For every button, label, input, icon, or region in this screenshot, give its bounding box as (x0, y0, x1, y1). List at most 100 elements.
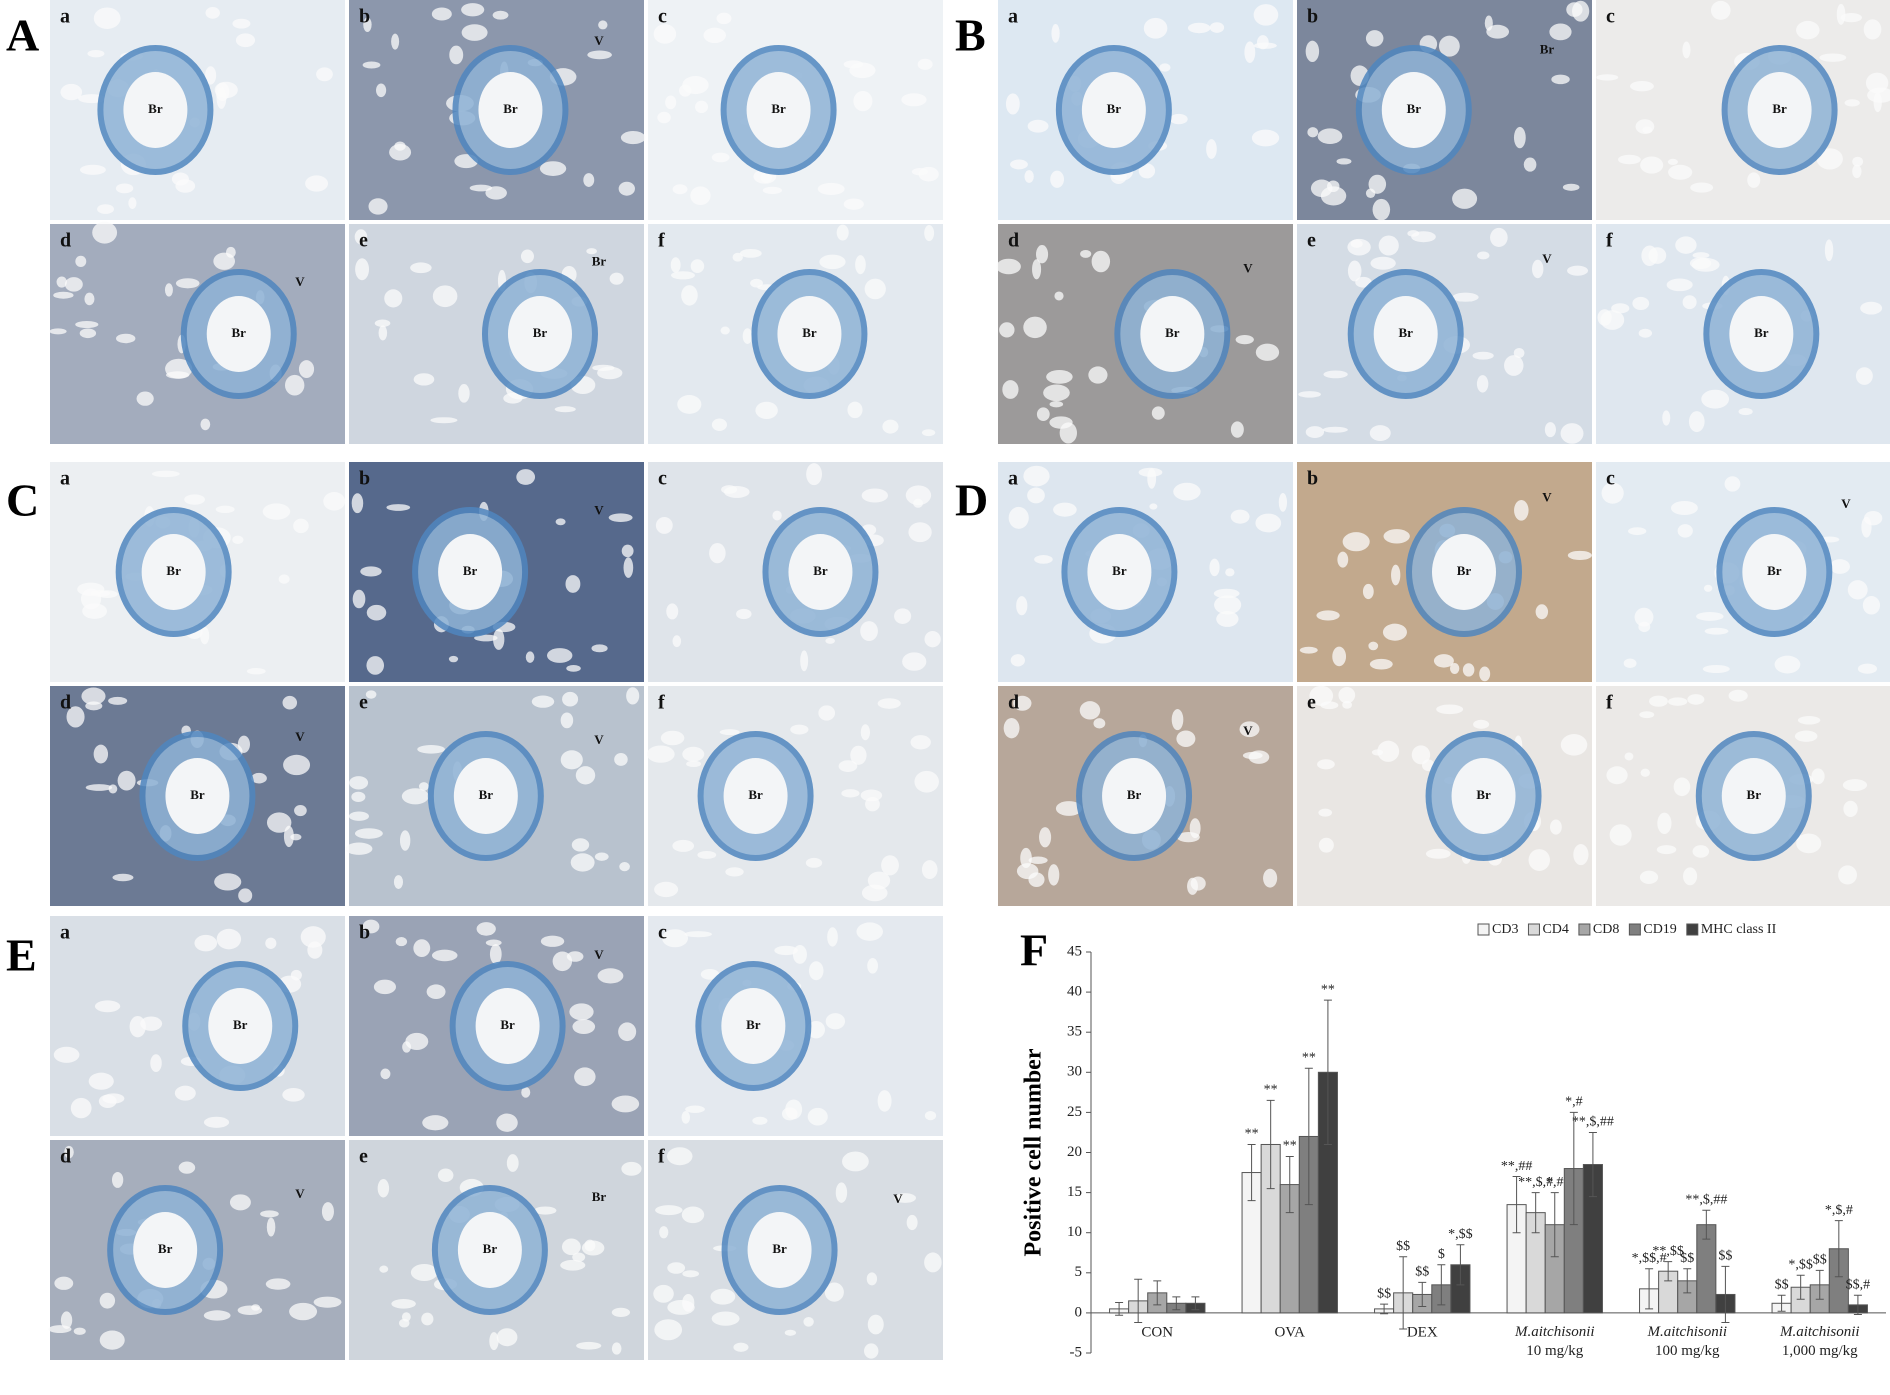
alveolus (1724, 476, 1741, 492)
alveolus (1365, 188, 1376, 198)
alveolus (1190, 876, 1206, 891)
error-bar (1266, 1099, 1275, 1190)
legend-label: CD8 (1593, 922, 1619, 937)
alveolus (366, 656, 385, 675)
alveolus (1484, 15, 1493, 31)
alveolus (1513, 126, 1526, 149)
alveolus (1796, 833, 1822, 854)
error-bar (1815, 1269, 1824, 1300)
micrograph: a Br (50, 462, 346, 682)
alveolus (75, 255, 87, 267)
alveolus (1687, 694, 1705, 705)
alveolus (690, 259, 705, 274)
alveolus (1278, 492, 1288, 512)
structure-label: Br (166, 563, 181, 578)
alveolus (677, 394, 702, 414)
alveolus (597, 968, 624, 984)
alveolus (1317, 128, 1343, 145)
alveolus (410, 1264, 438, 1282)
structure-label: Br (1772, 101, 1787, 116)
alveolus (570, 853, 595, 872)
image-label: c (658, 6, 667, 28)
alveolus (448, 655, 459, 663)
micrograph: e Br (1297, 685, 1592, 906)
alveolus (1368, 641, 1379, 651)
alveolus (351, 791, 366, 803)
image-label: d (1008, 230, 1019, 252)
error-bar (1588, 1131, 1597, 1198)
alveolus (1055, 801, 1082, 816)
alveolus (534, 1206, 557, 1215)
alveolus (174, 1085, 196, 1101)
lumen (208, 988, 273, 1064)
alveolus (437, 1168, 454, 1183)
alveolus (203, 1310, 231, 1321)
alveolus (684, 931, 712, 938)
alveolus (1053, 502, 1077, 517)
significance-label: **,$,# (1518, 1175, 1553, 1190)
y-tick-label: 15 (1067, 1184, 1082, 1200)
alveolus (803, 1316, 814, 1327)
alveolus (1673, 777, 1691, 797)
alveolus (1209, 22, 1225, 33)
alveolus (1640, 768, 1650, 777)
alveolus (378, 325, 388, 341)
lumen (1081, 72, 1146, 148)
alveolus (1634, 607, 1654, 627)
alveolus (560, 712, 574, 729)
y-tick-label: 45 (1067, 943, 1082, 959)
alveolus (1035, 245, 1049, 264)
alveolus (913, 498, 924, 508)
alveolus (1811, 768, 1825, 785)
alveolus (184, 494, 205, 505)
lumen (141, 534, 206, 610)
alveolus (410, 262, 432, 274)
image-label: a (60, 922, 70, 944)
lumen (1451, 758, 1516, 834)
alveolus (136, 391, 154, 406)
structure-label: V (594, 732, 604, 747)
alveolus (755, 401, 778, 420)
alveolus (1342, 700, 1352, 709)
alveolus (1649, 695, 1668, 707)
alveolus (586, 248, 597, 255)
structure-label: Br (592, 253, 607, 268)
alveolus (838, 760, 858, 772)
alveolus (1005, 93, 1020, 115)
alveolus (560, 1259, 586, 1271)
alveolus (115, 183, 134, 194)
alveolus (348, 811, 369, 821)
y-tick-label: 20 (1067, 1144, 1082, 1160)
alveolus (774, 945, 798, 956)
alveolus (1036, 407, 1050, 422)
alveolus (290, 833, 302, 841)
alveolus (283, 825, 294, 848)
legend-swatch (1477, 923, 1490, 936)
alveolus (516, 469, 536, 485)
alveolus (194, 934, 218, 952)
alveolus (1255, 513, 1282, 533)
alveolus (73, 1327, 86, 1335)
alveolus (591, 644, 608, 653)
significance-label: **,$$ (1652, 1244, 1684, 1259)
structure-label: V (594, 502, 604, 517)
alveolus (611, 1095, 640, 1113)
alveolus (784, 1329, 797, 1336)
image-label: a (1008, 468, 1018, 490)
alveolus (345, 842, 373, 855)
error-bar (1550, 1192, 1559, 1258)
x-tick-label: M.aitchisonii 10 mg/kg (1514, 1324, 1595, 1359)
alveolus (672, 184, 688, 195)
alveolus (1670, 500, 1698, 516)
image-label: e (359, 230, 368, 252)
alveolus (592, 364, 615, 371)
lumen (723, 758, 788, 834)
error-bar (1304, 1067, 1313, 1206)
structure-label: Br (1476, 787, 1491, 802)
alveolus (574, 1067, 596, 1087)
alveolus (246, 668, 266, 675)
alveolus (1024, 170, 1034, 183)
significance-label: ** (1283, 1139, 1297, 1154)
alveolus (1143, 17, 1168, 39)
alveolus (355, 258, 370, 281)
